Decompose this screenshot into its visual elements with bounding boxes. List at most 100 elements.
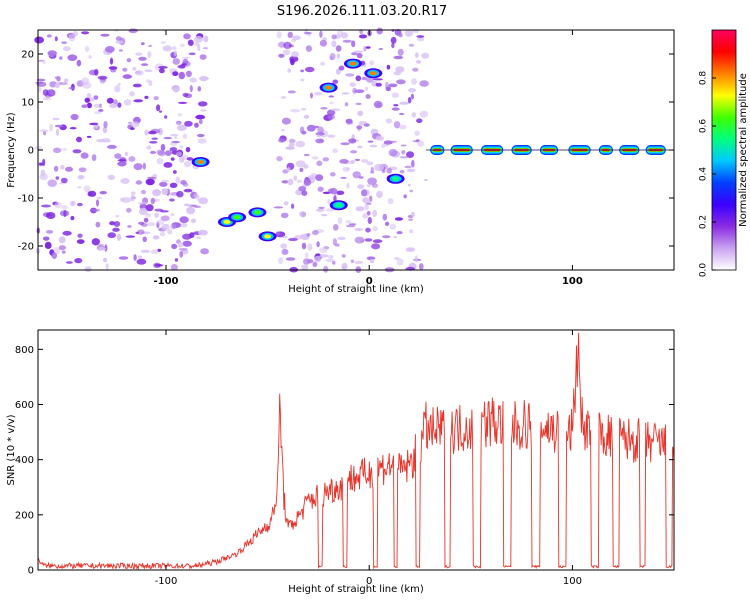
noise-speck (95, 221, 101, 228)
snr-x-tick-label: 100 (563, 576, 582, 587)
noise-speck (273, 206, 284, 209)
noise-speck (341, 262, 348, 270)
noise-speck (325, 258, 335, 263)
noise-speck (350, 259, 354, 263)
noise-speck (170, 264, 178, 271)
noise-speck (177, 65, 186, 69)
noise-speck (122, 74, 132, 79)
noise-speck (357, 184, 365, 190)
noise-speck (345, 73, 355, 77)
noise-speck (355, 75, 362, 82)
noise-speck (58, 82, 68, 86)
noise-speck (416, 35, 425, 38)
noise-speck (173, 170, 177, 174)
noise-speck (202, 77, 210, 80)
noise-speck (87, 191, 92, 197)
noise-speck (349, 82, 356, 87)
noise-speck (307, 243, 313, 251)
noise-speck (336, 190, 345, 195)
noise-speck (354, 89, 365, 93)
noise-speck (337, 217, 343, 225)
spectrogram-y-tick-label: -20 (18, 242, 34, 253)
noise-speck (185, 70, 192, 78)
noise-speck (287, 167, 291, 173)
noise-speck (93, 95, 99, 100)
noise-speck (414, 52, 419, 58)
noise-speck (314, 255, 322, 263)
spectrogram-y-ticks: 20 10 0 -10 -20 (18, 50, 674, 253)
noise-speck (46, 34, 52, 38)
noise-speck (171, 243, 178, 250)
noise-speck (288, 237, 298, 242)
noise-speck (395, 66, 405, 73)
noise-speck (159, 210, 169, 213)
noise-speck (311, 156, 319, 160)
noise-speck (290, 108, 301, 113)
noise-speck (149, 141, 158, 144)
noise-speck (107, 144, 117, 149)
noise-speck (331, 40, 337, 48)
noise-speck (190, 218, 197, 224)
feature-core-3 (253, 210, 261, 215)
noise-speck (332, 238, 337, 246)
noise-speck (411, 78, 418, 85)
noise-speck (369, 60, 375, 66)
noise-speck (330, 108, 341, 111)
noise-speck (397, 48, 404, 56)
noise-speck (144, 129, 149, 136)
snr-x-tick-label: 0 (366, 576, 372, 587)
noise-speck (135, 180, 143, 185)
noise-speck (301, 190, 308, 196)
noise-speck (170, 133, 179, 137)
noise-speck (408, 88, 417, 93)
snr-y-tick-label: 400 (15, 455, 34, 466)
noise-speck (133, 163, 143, 171)
noise-speck (53, 147, 62, 154)
noise-speck (60, 148, 68, 151)
noise-speck (365, 227, 371, 233)
noise-speck (417, 140, 425, 147)
noise-speck (37, 59, 45, 62)
colorbar-gradient (712, 30, 736, 270)
noise-speck (312, 230, 319, 236)
snr-x-ticks: -100 0 100 (155, 330, 582, 587)
noise-speck (159, 68, 165, 74)
noise-speck (319, 39, 327, 47)
noise-speck (340, 176, 347, 179)
noise-speck (128, 156, 136, 162)
noise-speck (60, 165, 65, 170)
snr-y-tick-label: 800 (15, 345, 34, 356)
noise-speck (336, 53, 340, 59)
noise-speck (159, 232, 166, 237)
noise-speck (322, 157, 330, 162)
noise-speck (120, 178, 130, 184)
noise-speck (388, 83, 398, 88)
noise-speck (361, 159, 369, 163)
noise-speck (163, 137, 173, 140)
noise-speck (303, 32, 312, 34)
noise-speck (325, 208, 336, 212)
noise-speck (122, 67, 128, 72)
noise-speck (159, 110, 162, 113)
noise-speck (109, 57, 114, 65)
noise-speck (412, 67, 419, 72)
noise-speck (303, 258, 311, 265)
noise-speck (114, 85, 121, 93)
noise-speck (382, 213, 388, 221)
noise-speck (170, 213, 175, 217)
noise-speck (282, 236, 288, 238)
spectrogram-x-label: Height of straight line (km) (288, 284, 424, 295)
noise-speck (76, 59, 82, 67)
noise-speck (320, 61, 326, 66)
noise-speck (104, 244, 108, 252)
noise-speck (146, 79, 151, 83)
noise-speck (283, 41, 292, 50)
noise-speck (393, 71, 402, 76)
noise-speck (135, 231, 140, 234)
noise-speck (203, 47, 209, 50)
noise-speck (152, 189, 162, 197)
noise-speck (81, 104, 89, 108)
noise-speck (299, 211, 303, 217)
spectrogram-y-tick-label: -10 (18, 194, 34, 205)
noise-speck (115, 40, 124, 44)
